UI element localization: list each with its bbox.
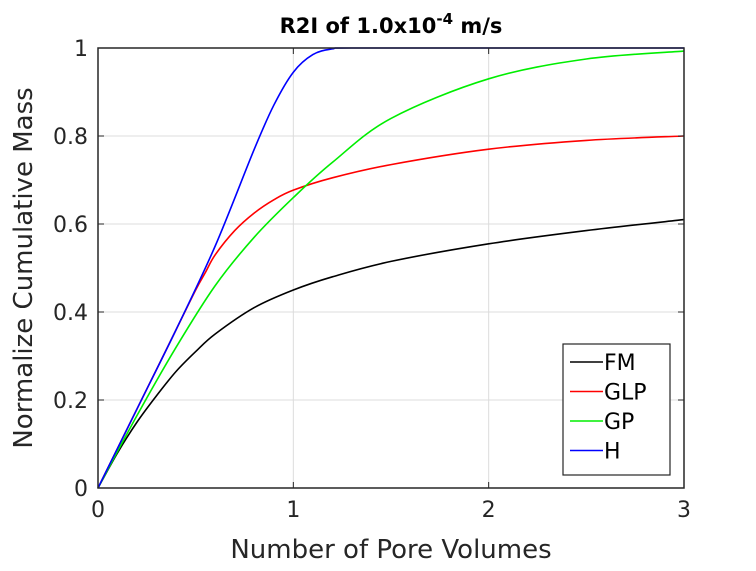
legend: FM GLP GP H [562, 343, 671, 476]
plot-frame [97, 47, 685, 489]
y-tick-label: 0.8 [53, 125, 88, 150]
axes: 0 1 2 3 0 0.2 0.4 0.6 0.8 1 [53, 37, 691, 523]
y-tick-label: 1 [74, 37, 88, 62]
legend-box [562, 343, 671, 476]
legend-label-fm: FM [604, 351, 636, 376]
x-tick-label: 3 [677, 498, 691, 523]
series-line-gp [97, 50, 685, 489]
y-tick-label: 0.2 [53, 389, 88, 414]
legend-label-h: H [604, 440, 621, 465]
y-axis-label: Normalize Cumulative Mass [9, 87, 39, 448]
x-axis-label: Number of Pore Volumes [230, 535, 551, 565]
y-tick-label: 0 [74, 477, 88, 502]
y-tick-label: 0.4 [53, 301, 88, 326]
x-tick-label: 1 [286, 498, 300, 523]
series-line-fm [97, 218, 685, 489]
chart-title: R2I of 1.0x10-4 m/s [280, 10, 503, 38]
legend-label-gp: GP [604, 410, 634, 435]
y-tick-label: 0.6 [53, 213, 88, 238]
legend-label-glp: GLP [604, 381, 647, 406]
x-tick-label: 2 [482, 498, 496, 523]
x-tick-label: 0 [91, 498, 105, 523]
